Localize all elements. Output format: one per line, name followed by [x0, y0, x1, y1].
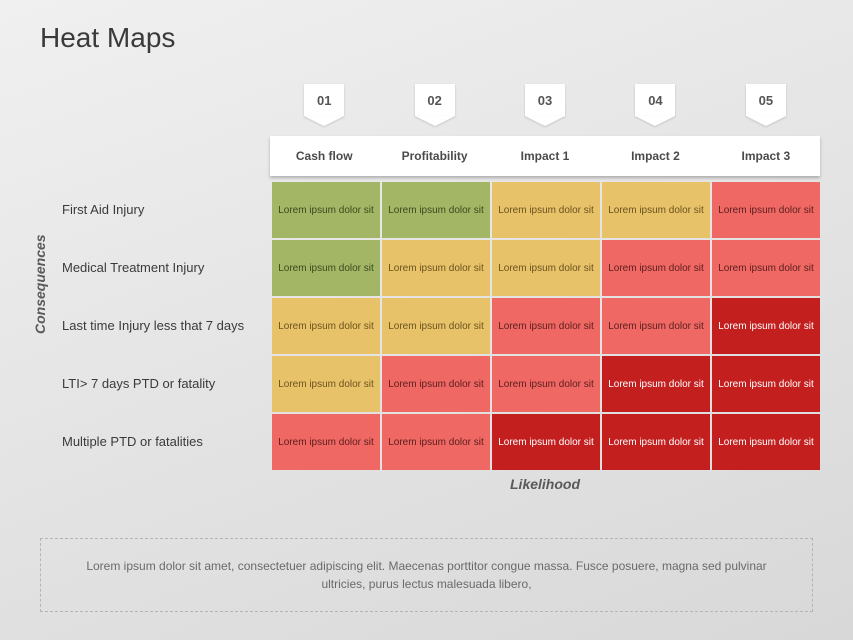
- column-header: Cash flow: [270, 136, 378, 176]
- heatmap-cell: Lorem ipsum dolor sit: [272, 356, 380, 412]
- heatmap-row: Medical Treatment InjuryLorem ipsum dolo…: [60, 240, 820, 296]
- arrow-down-icon: 04: [635, 84, 675, 116]
- heatmap-cell: Lorem ipsum dolor sit: [382, 182, 490, 238]
- column-number-badge: 01: [270, 84, 378, 116]
- heatmap-row: Last time Injury less that 7 daysLorem i…: [60, 298, 820, 354]
- heatmap-cell: Lorem ipsum dolor sit: [382, 414, 490, 470]
- row-label: LTI> 7 days PTD or fatality: [60, 356, 270, 412]
- heatmap-row: First Aid InjuryLorem ipsum dolor sitLor…: [60, 182, 820, 238]
- heatmap-cell: Lorem ipsum dolor sit: [272, 414, 380, 470]
- heatmap-row: LTI> 7 days PTD or fatalityLorem ipsum d…: [60, 356, 820, 412]
- heatmap-cell: Lorem ipsum dolor sit: [602, 414, 710, 470]
- column-number-badge: 03: [491, 84, 599, 116]
- column-number-badge: 04: [601, 84, 709, 116]
- heatmap-cell: Lorem ipsum dolor sit: [602, 298, 710, 354]
- heatmap-cell: Lorem ipsum dolor sit: [712, 240, 820, 296]
- row-label: First Aid Injury: [60, 182, 270, 238]
- column-header-row: Cash flow Profitability Impact 1 Impact …: [270, 136, 820, 176]
- column-header: Impact 1: [491, 136, 599, 176]
- heatmap-cell: Lorem ipsum dolor sit: [712, 182, 820, 238]
- heatmap-cell: Lorem ipsum dolor sit: [492, 356, 600, 412]
- heatmap-cell: Lorem ipsum dolor sit: [712, 356, 820, 412]
- heatmap-cell: Lorem ipsum dolor sit: [602, 356, 710, 412]
- heatmap-cell: Lorem ipsum dolor sit: [492, 240, 600, 296]
- footer-note: Lorem ipsum dolor sit amet, consectetuer…: [40, 538, 813, 612]
- column-number-badge: 02: [380, 84, 488, 116]
- arrow-down-icon: 01: [304, 84, 344, 116]
- heatmap-cell: Lorem ipsum dolor sit: [492, 414, 600, 470]
- heatmap-chart: Consequences 01 02 03 04 05 Cash flow Pr…: [40, 84, 820, 492]
- heatmap-cell: Lorem ipsum dolor sit: [492, 298, 600, 354]
- heatmap-cell: Lorem ipsum dolor sit: [602, 182, 710, 238]
- row-label: Multiple PTD or fatalities: [60, 414, 270, 470]
- arrow-down-icon: 03: [525, 84, 565, 116]
- heatmap-cell: Lorem ipsum dolor sit: [272, 240, 380, 296]
- heatmap-cell: Lorem ipsum dolor sit: [382, 298, 490, 354]
- column-header: Impact 2: [601, 136, 709, 176]
- heatmap-row: Multiple PTD or fatalitiesLorem ipsum do…: [60, 414, 820, 470]
- row-label: Medical Treatment Injury: [60, 240, 270, 296]
- heatmap-cell: Lorem ipsum dolor sit: [492, 182, 600, 238]
- heatmap-cell: Lorem ipsum dolor sit: [382, 356, 490, 412]
- column-number-row: 01 02 03 04 05: [270, 84, 820, 136]
- column-number-badge: 05: [712, 84, 820, 116]
- x-axis-label: Likelihood: [270, 476, 820, 492]
- page-title: Heat Maps: [40, 22, 175, 54]
- heatmap-grid: First Aid InjuryLorem ipsum dolor sitLor…: [60, 182, 820, 470]
- heatmap-cell: Lorem ipsum dolor sit: [272, 182, 380, 238]
- heatmap-cell: Lorem ipsum dolor sit: [712, 298, 820, 354]
- heatmap-cell: Lorem ipsum dolor sit: [712, 414, 820, 470]
- heatmap-cell: Lorem ipsum dolor sit: [272, 298, 380, 354]
- arrow-down-icon: 02: [415, 84, 455, 116]
- y-axis-label: Consequences: [32, 234, 48, 334]
- row-label: Last time Injury less that 7 days: [60, 298, 270, 354]
- heatmap-cell: Lorem ipsum dolor sit: [382, 240, 490, 296]
- column-header: Profitability: [380, 136, 488, 176]
- column-header: Impact 3: [712, 136, 820, 176]
- heatmap-cell: Lorem ipsum dolor sit: [602, 240, 710, 296]
- arrow-down-icon: 05: [746, 84, 786, 116]
